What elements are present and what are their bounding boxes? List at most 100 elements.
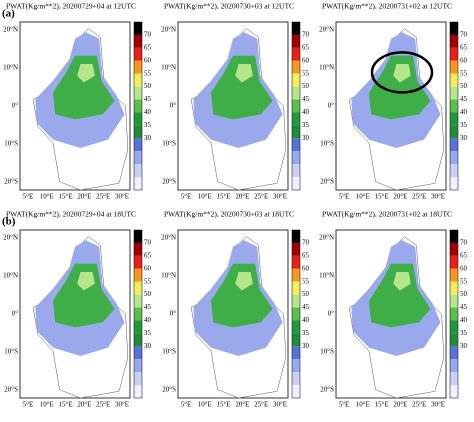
colorbar-cell xyxy=(292,73,300,87)
row-label: (b) xyxy=(2,216,16,228)
lat-label: 10°N xyxy=(3,64,18,72)
lon-label: 30°E xyxy=(115,193,129,201)
colorbar-label: 35 xyxy=(144,329,152,337)
colorbar-label: 70 xyxy=(460,239,468,247)
colorbar-label: 30 xyxy=(460,134,468,142)
lat-label: 10°S xyxy=(162,348,176,356)
lon-label: 20°E xyxy=(77,401,91,409)
colorbar-cell xyxy=(134,294,142,308)
colorbar-frame xyxy=(133,21,143,191)
lon-label: 20°E xyxy=(77,193,91,201)
colorbar-cell xyxy=(292,177,300,190)
colorbar-cell xyxy=(292,60,300,74)
lat-label: 0° xyxy=(12,102,19,110)
moisture xyxy=(77,272,95,291)
lat-label: 10°S xyxy=(162,140,176,148)
colorbar-label: 70 xyxy=(460,31,468,39)
lat-label: 20°S xyxy=(162,386,176,394)
colorbar-label: 50 xyxy=(144,82,152,90)
colorbar-cell xyxy=(134,47,142,61)
highlight xyxy=(370,51,434,94)
colorbar-frame xyxy=(133,229,143,399)
moisture xyxy=(211,55,273,120)
colorbar-label: 55 xyxy=(302,277,310,285)
colorbar-cell xyxy=(450,22,458,35)
colorbar-cell xyxy=(450,47,458,61)
colorbar-label: 55 xyxy=(144,69,152,77)
lat-label: 10°N xyxy=(161,64,176,72)
lon-label: 10°E xyxy=(198,193,212,201)
colorbar-label: 45 xyxy=(460,95,468,103)
colorbar-cell xyxy=(134,125,142,139)
lat-label: 20°N xyxy=(161,26,176,34)
colorbar-label: 35 xyxy=(302,121,310,129)
moisture xyxy=(211,263,273,328)
lon-label: 15°E xyxy=(375,401,389,409)
colorbar-label: 50 xyxy=(460,290,468,298)
colorbar-cell xyxy=(292,346,300,360)
lon-label: 20°E xyxy=(393,401,407,409)
colorbar-label: 35 xyxy=(302,329,310,337)
lon-label: 30°E xyxy=(431,193,445,201)
colorbar-label: 35 xyxy=(144,121,152,129)
colorbar-cell xyxy=(450,385,458,398)
lon-label: 5°E xyxy=(23,401,34,409)
colorbar-cell xyxy=(292,86,300,100)
colorbar-label: 45 xyxy=(302,95,310,103)
lon-label: 5°E xyxy=(181,401,192,409)
colorbar-cell xyxy=(450,294,458,308)
lon-label: 30°E xyxy=(115,401,129,409)
colorbar-cell xyxy=(292,242,300,256)
colorbar-label: 60 xyxy=(144,264,152,272)
colorbar-cell xyxy=(134,230,142,243)
colorbar-label: 60 xyxy=(302,56,310,64)
colorbar-label: 35 xyxy=(460,329,468,337)
panel-title: PWAT(Kg/m**2), 20200729+04 at 12UTC xyxy=(6,2,136,11)
lat-label: 0° xyxy=(328,102,335,110)
lat-label: 10°S xyxy=(320,140,334,148)
lon-label: 5°E xyxy=(181,193,192,201)
colorbar-cell xyxy=(134,372,142,386)
colorbar-label: 60 xyxy=(302,264,310,272)
lat-label: 20°N xyxy=(319,26,334,34)
lon-label: 10°E xyxy=(356,193,370,201)
lat-label: 20°S xyxy=(320,386,334,394)
colorbar-label: 40 xyxy=(460,316,468,324)
colorbar-cell xyxy=(292,294,300,308)
colorbar-cell xyxy=(134,73,142,87)
colorbar-cell xyxy=(134,86,142,100)
colorbar-label: 45 xyxy=(144,95,152,103)
colorbar-cell xyxy=(450,281,458,295)
colorbar-cell xyxy=(450,177,458,190)
colorbar-label: 30 xyxy=(144,342,152,350)
colorbar-cell xyxy=(134,242,142,256)
lon-label: 10°E xyxy=(40,193,54,201)
lon-label: 25°E xyxy=(254,401,268,409)
lon-label: 10°E xyxy=(40,401,54,409)
colorbar-cell xyxy=(134,60,142,74)
colorbar-label: 40 xyxy=(144,316,152,324)
colorbar-cell xyxy=(292,138,300,152)
moisture xyxy=(369,55,431,120)
colorbar-cell xyxy=(134,177,142,190)
lon-label: 15°E xyxy=(59,401,73,409)
lon-label: 5°E xyxy=(23,193,34,201)
colorbar-cell xyxy=(134,320,142,334)
colorbar-label: 65 xyxy=(302,251,310,259)
lat-label: 20°S xyxy=(320,178,334,186)
lat-label: 0° xyxy=(328,310,335,318)
colorbar-cell xyxy=(292,320,300,334)
colorbar-label: 40 xyxy=(460,108,468,116)
colorbar-label: 65 xyxy=(460,251,468,259)
lon-label: 5°E xyxy=(339,401,350,409)
colorbar-cell xyxy=(450,372,458,386)
colorbar-cell xyxy=(450,255,458,269)
colorbar-cell xyxy=(450,164,458,178)
lon-label: 30°E xyxy=(431,401,445,409)
colorbar-cell xyxy=(134,112,142,126)
lon-label: 20°E xyxy=(393,193,407,201)
moisture xyxy=(393,64,411,83)
colorbar-cell xyxy=(292,333,300,347)
colorbar-cell xyxy=(292,281,300,295)
colorbar-cell xyxy=(450,112,458,126)
